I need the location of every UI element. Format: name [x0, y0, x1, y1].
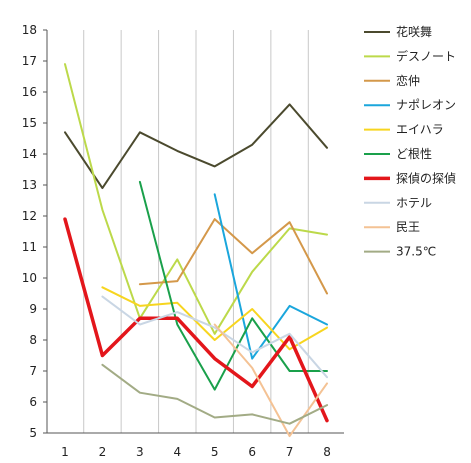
y-tick-label: 13: [22, 178, 37, 192]
x-tick-label: 5: [211, 445, 219, 459]
axes: [46, 30, 344, 434]
y-tick-label: 12: [22, 209, 37, 223]
grid-lines: [83, 30, 309, 433]
series-line-1: [64, 103, 328, 190]
y-tick-label: 14: [22, 147, 37, 161]
series-line-7: [63, 217, 329, 423]
y-tick-label: 10: [22, 271, 37, 285]
series-line-6: [138, 180, 328, 391]
y-tick-label: 5: [29, 426, 37, 440]
series-line-9: [213, 323, 328, 438]
legend-label-1: 花咲舞: [396, 24, 432, 39]
y-tick-label: 6: [29, 395, 37, 409]
x-tick-label: 7: [286, 445, 294, 459]
y-tick-label: 18: [22, 23, 37, 37]
legend-label-4: ナポレオン: [396, 98, 456, 112]
series-line-5: [101, 286, 328, 351]
legend-label-9: 民王: [396, 220, 420, 234]
y-tick-label: 11: [22, 240, 37, 254]
x-tick-label: 2: [99, 445, 107, 459]
x-tick-label: 1: [61, 445, 69, 459]
y-tick-label: 9: [29, 302, 37, 316]
y-tick-label: 15: [22, 116, 37, 130]
legend-label-2: デスノート: [396, 48, 456, 63]
x-tick-label: 8: [323, 445, 331, 459]
y-tick-label: 8: [29, 333, 37, 347]
series-line-10: [101, 363, 328, 425]
series-line-4: [213, 193, 328, 360]
y-tick-label: 7: [29, 364, 37, 378]
legend-label-5: エイハラ: [396, 123, 444, 137]
series-line-2: [64, 63, 328, 335]
x-tick-label: 3: [136, 445, 144, 459]
y-tick-label: 17: [22, 54, 37, 68]
legend-label-8: ホテル: [396, 196, 432, 210]
x-tick-label: 4: [173, 445, 181, 459]
x-axis-ticks: 1 2 3 4 5 6 7 8: [61, 445, 331, 459]
x-tick-label: 6: [248, 445, 256, 459]
legend-label-7: 探偵の探偵: [396, 171, 456, 185]
series-lines: [63, 63, 329, 438]
y-axis-ticks: 5 6 7 8 9 10 11 12 13 14 15 16 17 18: [22, 23, 47, 440]
legend-label-10: 37.5℃: [396, 245, 436, 259]
series-line-8: [101, 295, 328, 379]
series-line-3: [138, 218, 328, 295]
legend-label-3: 恋仲: [396, 73, 420, 88]
legend-label-6: ど根性: [396, 147, 432, 161]
y-tick-label: 16: [22, 85, 37, 99]
